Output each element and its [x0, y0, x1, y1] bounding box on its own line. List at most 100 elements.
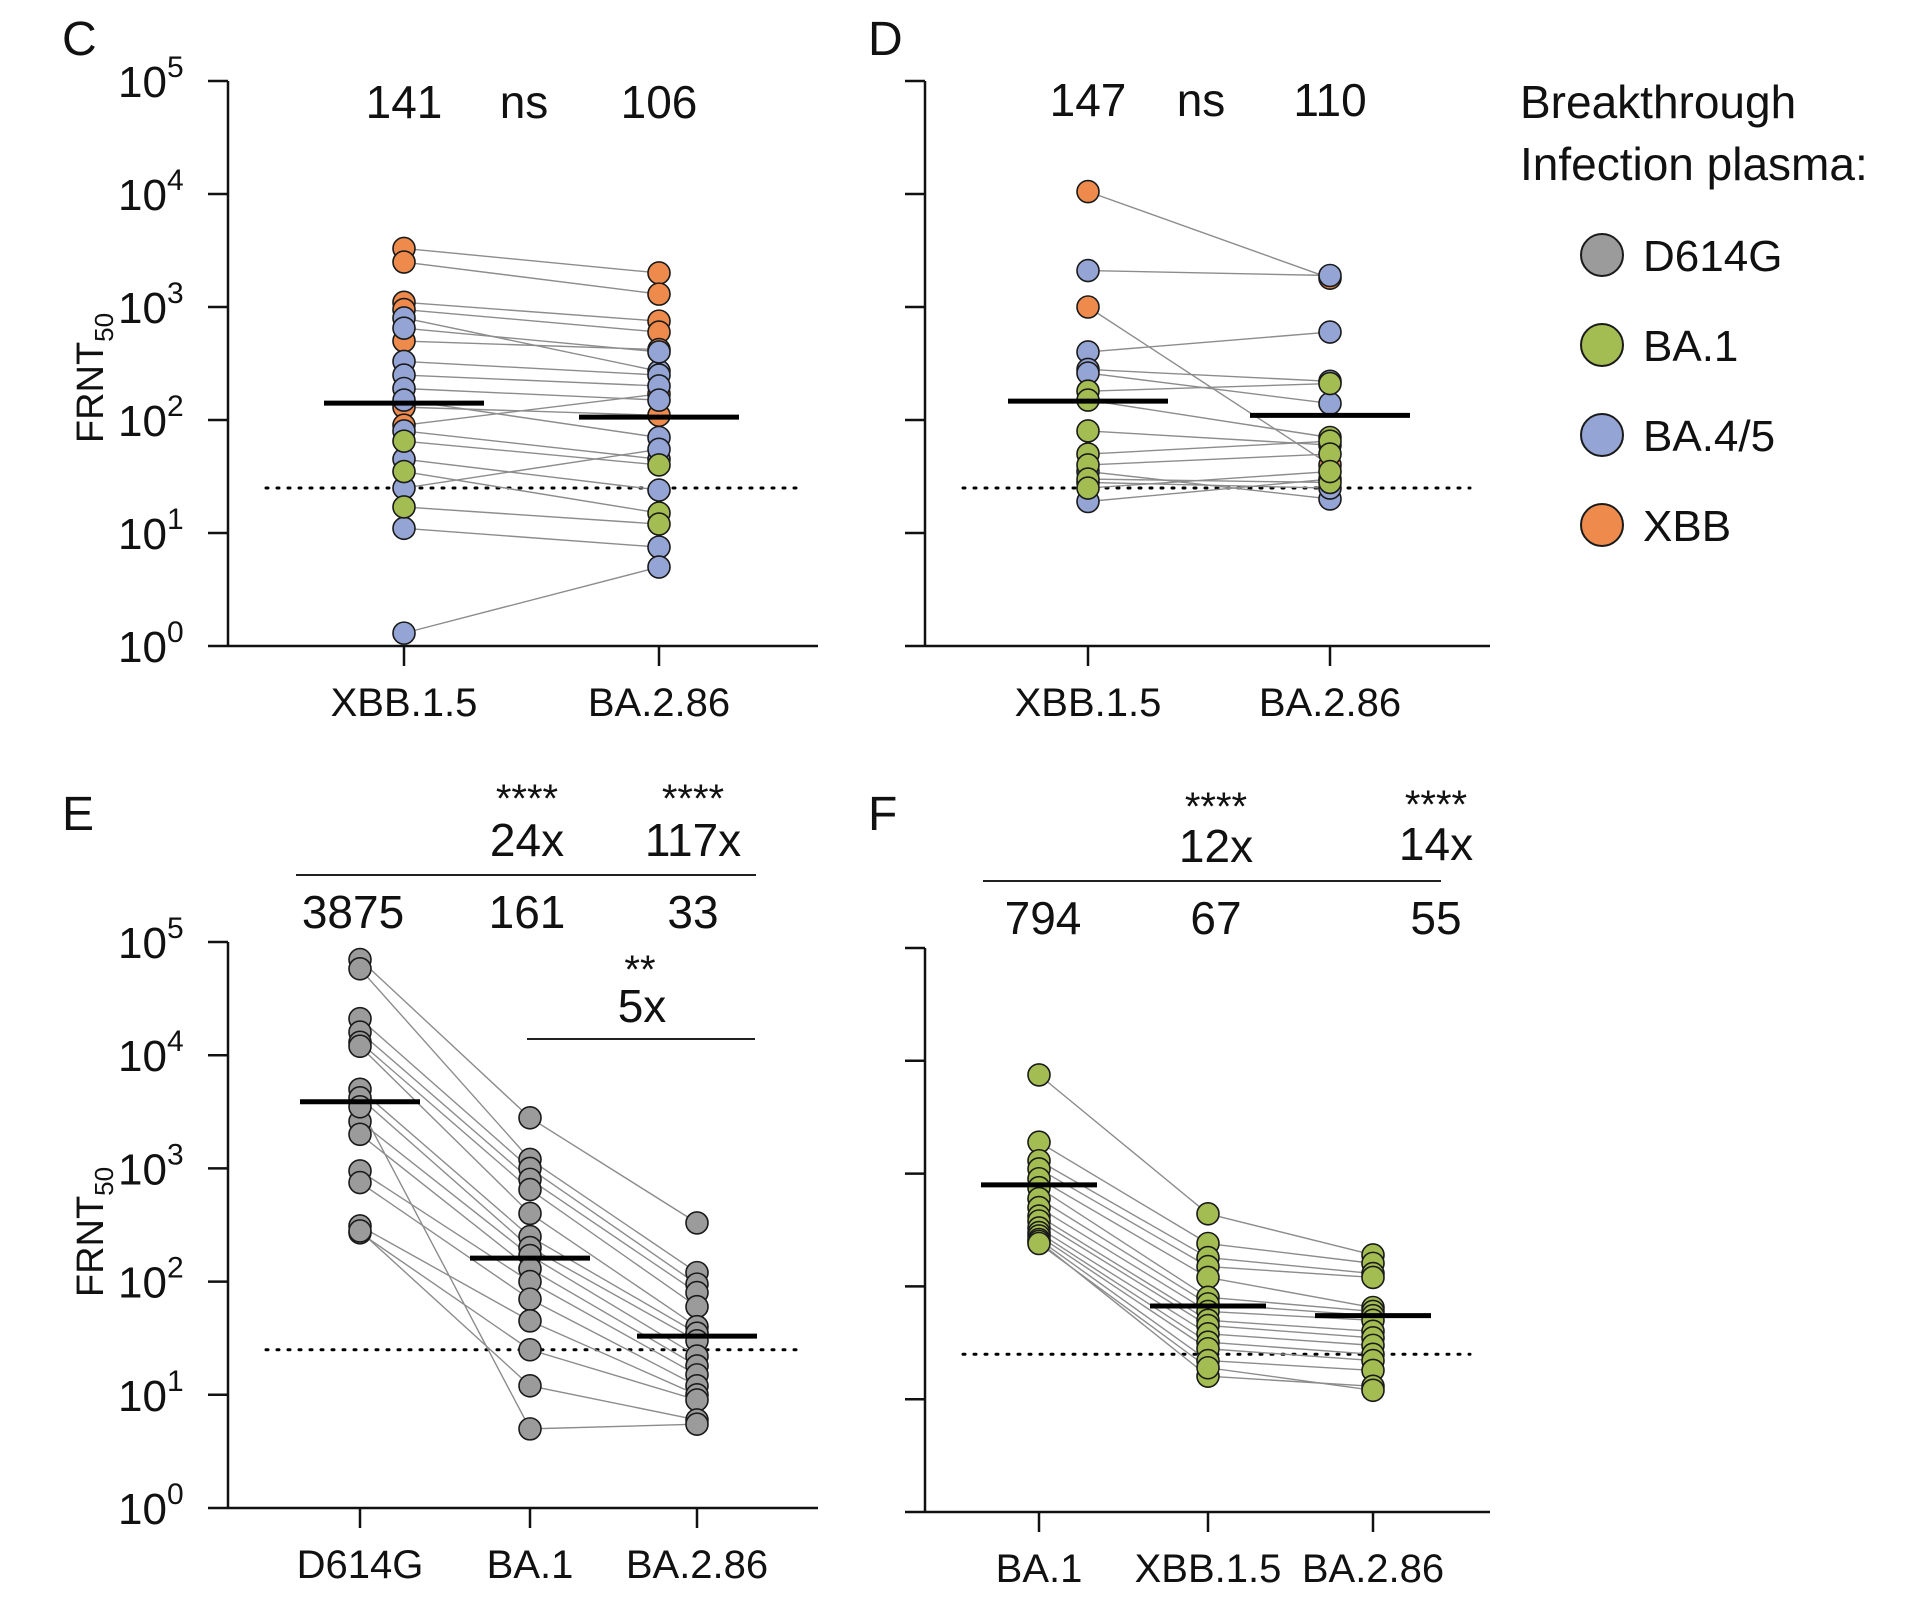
panel-d: D 147 ns 110 XBB.1.5 BA.2.86 [868, 13, 1490, 725]
data-point [1076, 258, 1100, 283]
data-point [647, 261, 671, 285]
median-label-f-3: 55 [1410, 892, 1461, 944]
sig-stars-e-1: **** [496, 777, 558, 821]
data-point [518, 1201, 542, 1226]
legend-label: XBB [1643, 502, 1731, 551]
sig-stars-e-3: ** [624, 948, 655, 992]
pair-line [403, 301, 660, 322]
pair-line [1087, 470, 1331, 489]
pair-line [403, 506, 660, 525]
pair-line [403, 448, 660, 489]
pair-line [403, 327, 660, 353]
data-point [647, 282, 671, 306]
pair-line [1087, 269, 1331, 277]
pair-line [403, 458, 660, 491]
data-point [518, 1287, 542, 1311]
data-point [647, 453, 671, 477]
x-tick-label: XBB.1.5 [1015, 681, 1162, 725]
data-point [348, 1219, 372, 1243]
pair-line [1087, 478, 1331, 503]
y-tick-label: 101 [118, 1365, 184, 1421]
data-point [1318, 391, 1342, 416]
x-tick-label: XBB.1.5 [331, 681, 478, 725]
pair-line [1087, 382, 1331, 392]
data-point [1076, 419, 1100, 443]
pair-line [1087, 190, 1331, 279]
data-point [647, 555, 671, 579]
top-label-d-ns: ns [1177, 74, 1226, 126]
data-point [685, 1388, 709, 1412]
y-axis-label-e: FRNT50 [70, 1167, 119, 1297]
data-point [392, 316, 416, 340]
panel-letter-f: F [868, 788, 897, 841]
fold-change-e-1: 24x [490, 814, 564, 866]
pair-line [403, 527, 660, 548]
x-tick-label: BA.2.86 [588, 681, 730, 725]
median-label-f-2: 67 [1190, 892, 1241, 944]
data-point [348, 956, 372, 981]
fold-change-f-2: 14x [1399, 818, 1473, 870]
data-point [348, 1034, 372, 1059]
data-point [518, 1309, 542, 1333]
data-point [348, 1122, 372, 1147]
data-point [392, 621, 416, 645]
legend-label: BA.4/5 [1643, 412, 1775, 461]
sig-stars-f-1: **** [1185, 785, 1247, 829]
legend-title-line2: Infection plasma: [1520, 138, 1868, 190]
x-tick-label: BA.1 [487, 1543, 574, 1587]
pair-line [1087, 306, 1331, 466]
pair-line [403, 261, 660, 295]
panel-letter-c: C [62, 13, 97, 66]
x-tick-label: BA.2.86 [626, 1543, 768, 1587]
data-point [1196, 1355, 1220, 1380]
data-point [1027, 1231, 1051, 1256]
top-label-c-1: 141 [366, 76, 443, 128]
x-tick-label: BA.1 [996, 1547, 1083, 1591]
data-point [518, 1105, 542, 1130]
pair-line [1087, 372, 1331, 405]
data-point [685, 1211, 709, 1235]
median-label-e-2: 161 [489, 886, 566, 938]
pair-line [403, 247, 660, 274]
data-point [1076, 476, 1100, 500]
legend-label: BA.1 [1643, 322, 1738, 371]
data-point [647, 478, 671, 502]
pair-line [1087, 481, 1331, 489]
panel-letter-d: D [868, 13, 903, 66]
data-point [392, 516, 416, 541]
median-label-e-3: 33 [667, 886, 718, 938]
pair-line [403, 387, 660, 401]
data-point [392, 459, 416, 484]
x-tick-label: BA.2.86 [1259, 681, 1401, 725]
data-point [1361, 1265, 1385, 1290]
data-point [647, 535, 671, 559]
pair-line [403, 308, 660, 333]
top-label-d-2: 110 [1293, 74, 1366, 126]
legend-marker-icon [1580, 413, 1624, 457]
y-axis-label-c: FRNT50 [70, 313, 119, 443]
y-tick-label: 103 [118, 277, 184, 333]
data-point [518, 1374, 542, 1398]
y-tick-label: 105 [118, 912, 184, 968]
top-label-d-1: 147 [1050, 74, 1127, 126]
fold-change-f-1: 12x [1179, 820, 1253, 872]
pair-line [1087, 453, 1331, 466]
pair-line [403, 566, 660, 634]
x-tick-label: D614G [297, 1543, 424, 1587]
y-tick-label: 104 [118, 164, 184, 220]
data-point [1196, 1202, 1220, 1226]
y-tick-label: 100 [118, 616, 184, 672]
sig-stars-f-2: **** [1405, 783, 1467, 827]
data-point [647, 388, 671, 412]
data-point [1076, 179, 1100, 204]
pair-line [1087, 440, 1331, 455]
data-point [647, 340, 671, 364]
data-point [348, 1170, 372, 1195]
pair-line [1087, 331, 1331, 353]
top-label-c-ns: ns [500, 76, 549, 128]
data-point [685, 1412, 709, 1436]
y-tick-label: 103 [118, 1138, 184, 1194]
data-point [392, 388, 416, 412]
